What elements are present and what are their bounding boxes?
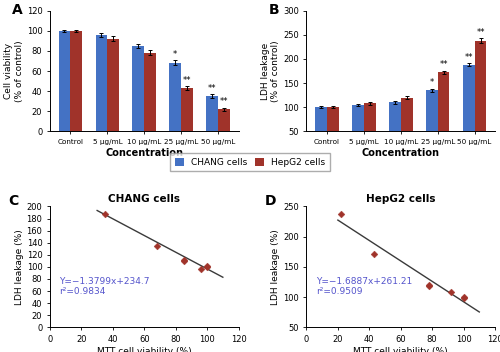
Bar [206,96,218,132]
Y-axis label: LDH leakage
(% of control): LDH leakage (% of control) [260,40,280,102]
Bar [426,90,438,156]
Point [180,257,188,263]
Title: HepG2 cells: HepG2 cells [366,194,436,204]
Text: *: * [173,50,178,59]
Text: Y=−1.3799x+234.7
r²=0.9834: Y=−1.3799x+234.7 r²=0.9834 [60,277,150,296]
Bar [218,109,230,132]
Text: A: A [12,3,23,17]
Point [370,251,378,256]
Bar [364,103,376,156]
Text: B: B [268,3,280,17]
Title: CHANG cells: CHANG cells [108,194,180,204]
Bar [474,40,486,156]
X-axis label: MTT cell viability (%): MTT cell viability (%) [354,347,448,352]
Bar [70,31,82,132]
Bar [132,46,144,132]
Y-axis label: Cell viability
(% of control): Cell viability (% of control) [4,40,24,102]
Bar [96,35,108,132]
Legend: CHANG cells, HepG2 cells: CHANG cells, HepG2 cells [170,153,330,171]
Text: *: * [430,78,434,87]
Bar [315,107,327,156]
Point [153,243,161,249]
Point [203,263,211,269]
Y-axis label: LDH leakage (%): LDH leakage (%) [14,229,24,305]
Point [197,266,205,272]
Bar [438,73,450,156]
Point [203,264,211,270]
Bar [181,88,193,132]
Text: Y=−1.6887x+261.21
r²=0.9509: Y=−1.6887x+261.21 r²=0.9509 [316,277,412,296]
Text: D: D [265,194,276,208]
Bar [144,53,156,132]
Text: **: ** [220,97,228,106]
X-axis label: MTT cell viability (%): MTT cell viability (%) [97,347,192,352]
Point [425,282,433,288]
Point [180,258,188,264]
Bar [327,107,338,156]
Bar [352,105,364,156]
Text: **: ** [440,60,448,69]
Point [460,294,468,300]
Y-axis label: LDH leakage (%): LDH leakage (%) [272,229,280,305]
Text: **: ** [208,84,216,93]
Point [425,283,433,289]
Text: **: ** [183,76,192,84]
Bar [170,63,181,132]
Bar [58,31,70,132]
X-axis label: Concentration: Concentration [362,148,440,158]
Bar [463,65,474,156]
Point [460,296,468,301]
Bar [400,98,412,156]
Point [101,211,109,216]
Text: C: C [8,194,19,208]
Bar [108,39,119,132]
Text: **: ** [476,28,485,37]
Point [337,211,345,216]
Text: **: ** [464,52,473,62]
Point [447,289,455,295]
Bar [389,102,400,156]
X-axis label: Concentration: Concentration [106,148,184,158]
